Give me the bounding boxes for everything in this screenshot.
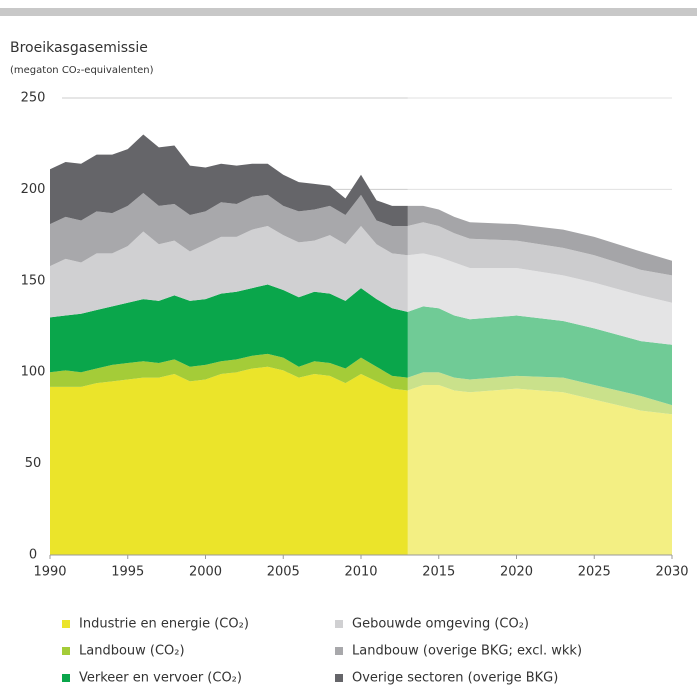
area [50, 134, 672, 276]
x-tick-label: 1990 [33, 565, 66, 580]
area [50, 193, 672, 303]
legend-swatch [335, 674, 343, 682]
legend-swatch [62, 620, 70, 628]
x-tick-label: 2025 [578, 565, 611, 580]
legend-swatch [62, 674, 70, 682]
y-tick-label: 50 [25, 456, 42, 471]
x-tick-label: 2030 [655, 565, 688, 580]
chart-title: Broeikasgasemissie [10, 40, 148, 56]
legend-label: Landbouw (CO₂) [79, 644, 185, 659]
legend-swatch [62, 647, 70, 655]
legend-label: Gebouwde omgeving (CO₂) [352, 617, 529, 632]
x-tick-label: 2020 [500, 565, 533, 580]
y-tick-label: 0 [29, 548, 37, 563]
legend-label: Overige sectoren (overige BKG) [352, 671, 558, 686]
area [50, 353, 672, 415]
area [50, 225, 672, 345]
forecast-overlay [407, 93, 672, 555]
legend-label: Verkeer en vervoer (CO₂) [79, 671, 242, 686]
y-tick-label: 100 [21, 365, 46, 380]
legend-label: Industrie en energie (CO₂) [79, 617, 249, 632]
x-tick-label: 2015 [422, 565, 455, 580]
chart-subtitle: (megaton CO₂-equivalenten) [10, 65, 154, 76]
y-tick-label: 150 [21, 273, 46, 288]
top-band [0, 8, 697, 16]
y-tick-label: 250 [21, 91, 46, 106]
x-tick-label: 2010 [344, 565, 377, 580]
legend-swatch [335, 647, 343, 655]
x-tick-label: 2000 [189, 565, 222, 580]
area [50, 284, 672, 406]
y-tick-label: 200 [21, 182, 46, 197]
x-tick-label: 1995 [111, 565, 144, 580]
area [50, 366, 672, 555]
legend-label: Landbouw (overige BKG; excl. wkk) [352, 644, 582, 659]
legend-swatch [335, 620, 343, 628]
x-tick-label: 2005 [267, 565, 300, 580]
